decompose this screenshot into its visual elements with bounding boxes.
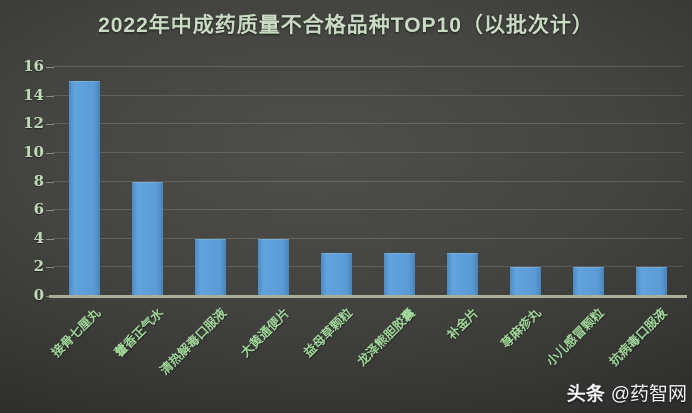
y-tick-label: 10 xyxy=(23,142,44,161)
gridline xyxy=(53,123,683,125)
y-tick-label: 2 xyxy=(33,257,44,276)
y-tick-label: 4 xyxy=(33,228,44,247)
y-axis-tick xyxy=(46,238,54,240)
plot-area xyxy=(53,66,683,296)
gridline xyxy=(53,94,683,96)
x-category-label: 益母草颗粒 xyxy=(301,305,356,360)
y-axis-tick xyxy=(46,181,54,183)
bar xyxy=(69,81,100,296)
y-axis-tick xyxy=(46,67,54,68)
bar xyxy=(510,267,541,296)
y-tick-label: 6 xyxy=(33,200,44,219)
watermark-brand: 头条 xyxy=(566,384,605,405)
y-axis-tick xyxy=(46,95,54,97)
gridline xyxy=(53,266,683,268)
y-tick-label: 12 xyxy=(23,114,44,133)
gridline xyxy=(53,237,683,239)
y-axis-tick xyxy=(46,210,54,212)
y-tick-label: 0 xyxy=(33,286,44,304)
x-axis-line xyxy=(49,295,687,298)
y-axis-tick xyxy=(46,267,54,269)
gridline xyxy=(53,180,683,182)
bar xyxy=(384,253,415,296)
x-category-label: 龙泽熊胆胶囊 xyxy=(355,305,419,369)
watermark: 头条 @药智网 xyxy=(567,379,687,406)
gridline xyxy=(53,151,683,153)
watermark-handle: @药智网 xyxy=(610,384,687,405)
bar xyxy=(195,238,226,296)
bar xyxy=(258,238,289,296)
bar xyxy=(636,267,667,296)
gridline xyxy=(53,209,683,211)
gridline xyxy=(53,66,683,67)
bar xyxy=(573,267,604,296)
x-category-label: 抗病毒口服液 xyxy=(607,305,671,369)
chart-title: 2022年中成药质量不合格品种TOP10（以批次计） xyxy=(98,14,594,37)
y-axis-tick xyxy=(46,124,54,126)
y-tick-label: 8 xyxy=(33,171,44,190)
bar xyxy=(132,181,163,296)
x-category-label: 小儿感冒颗粒 xyxy=(544,305,608,369)
y-tick-label: 14 xyxy=(23,85,44,104)
y-axis-tick xyxy=(46,152,54,154)
x-category-label: 大黄通便片 xyxy=(238,305,293,360)
x-category-label: 藿香正气水 xyxy=(112,305,167,360)
x-category-label: 接骨七厘丸 xyxy=(49,305,104,360)
x-category-label: 补金片 xyxy=(444,305,482,343)
x-category-label: 荨麻疹丸 xyxy=(498,305,545,352)
y-tick-label: 16 xyxy=(23,57,44,75)
bar xyxy=(447,253,478,296)
bar xyxy=(321,253,352,296)
